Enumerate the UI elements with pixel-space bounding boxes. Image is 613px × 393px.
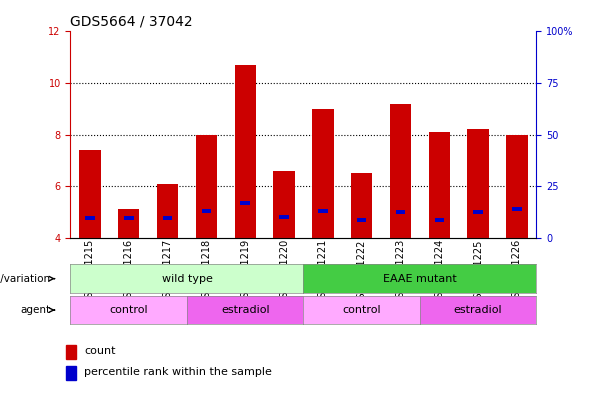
- Bar: [312, 109, 333, 238]
- Bar: [318, 209, 328, 213]
- Bar: [390, 104, 411, 238]
- Bar: [395, 210, 405, 214]
- Bar: [468, 129, 489, 238]
- Bar: [85, 217, 95, 220]
- Bar: [162, 217, 172, 220]
- Bar: [66, 366, 76, 380]
- Bar: [435, 218, 444, 222]
- Text: agent: agent: [21, 305, 51, 315]
- Text: count: count: [84, 346, 116, 356]
- Text: GDS5664 / 37042: GDS5664 / 37042: [70, 15, 193, 29]
- Bar: [240, 201, 250, 205]
- Bar: [202, 209, 211, 213]
- Bar: [273, 171, 295, 238]
- Bar: [279, 215, 289, 219]
- Bar: [512, 208, 522, 211]
- Bar: [118, 209, 139, 238]
- Bar: [506, 134, 528, 238]
- Text: wild type: wild type: [162, 274, 212, 284]
- Bar: [235, 65, 256, 238]
- Bar: [196, 134, 217, 238]
- Text: control: control: [109, 305, 148, 315]
- Bar: [124, 217, 134, 220]
- Text: estradiol: estradiol: [221, 305, 270, 315]
- Bar: [357, 218, 367, 222]
- Text: percentile rank within the sample: percentile rank within the sample: [84, 367, 272, 377]
- Bar: [473, 210, 483, 214]
- Text: genotype/variation: genotype/variation: [0, 274, 51, 284]
- Bar: [79, 150, 101, 238]
- Text: EAAE mutant: EAAE mutant: [383, 274, 457, 284]
- Text: estradiol: estradiol: [454, 305, 503, 315]
- Bar: [157, 184, 178, 238]
- Bar: [428, 132, 450, 238]
- Bar: [351, 173, 372, 238]
- Text: control: control: [342, 305, 381, 315]
- Bar: [66, 345, 76, 359]
